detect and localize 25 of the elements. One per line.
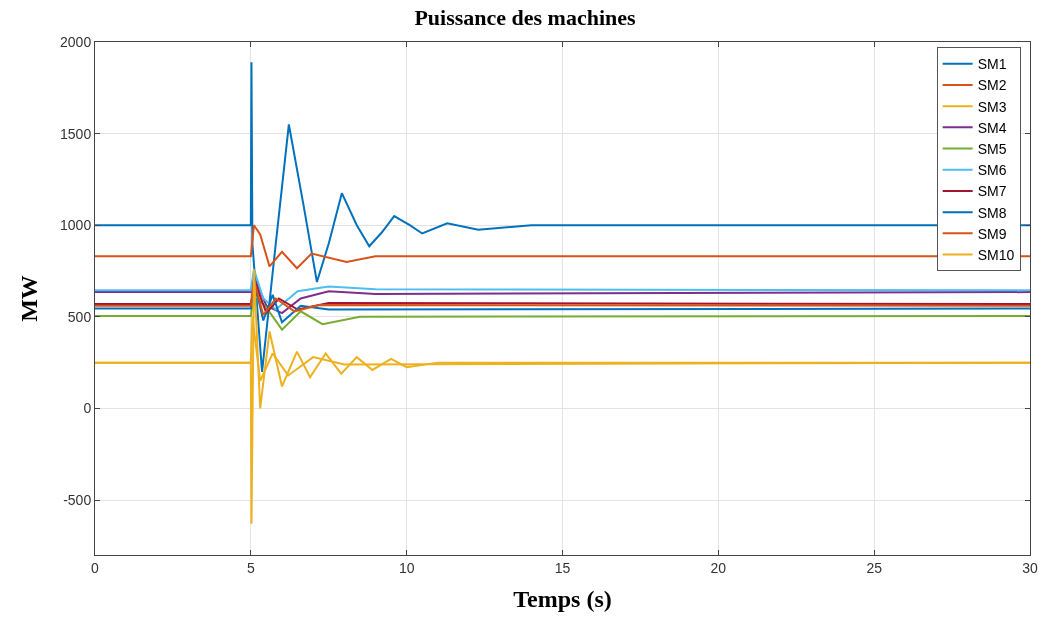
x-tick-label: 30: [1022, 559, 1038, 576]
legend-label: SM9: [977, 225, 1007, 242]
y-axis-title: MW: [16, 275, 43, 322]
legend-label: SM8: [977, 204, 1007, 221]
x-tick-label: 5: [246, 559, 255, 576]
x-tick-label: 25: [866, 559, 883, 576]
x-axis-title: Temps (s): [513, 586, 612, 613]
y-tick-label: 1000: [60, 217, 92, 234]
y-tick-label: 0: [83, 400, 92, 417]
x-tick-label: 10: [398, 559, 415, 576]
legend-label: SM3: [977, 98, 1007, 115]
y-tick-label: 2000: [60, 33, 92, 50]
legend-label: SM10: [977, 246, 1015, 263]
y-tick-label: -500: [63, 491, 92, 508]
x-tick-label: 15: [554, 559, 571, 576]
y-tick-label: 500: [67, 308, 92, 325]
legend-label: SM2: [977, 77, 1007, 94]
y-tick-label: 1500: [60, 125, 92, 142]
legend-label: SM1: [977, 56, 1007, 73]
legend-label: SM7: [977, 183, 1007, 200]
chart-title: Puissance des machines: [414, 4, 637, 30]
x-tick-label: 20: [710, 559, 727, 576]
legend-label: SM5: [977, 140, 1007, 157]
legend-label: SM6: [977, 162, 1007, 179]
legend-label: SM4: [977, 119, 1007, 136]
